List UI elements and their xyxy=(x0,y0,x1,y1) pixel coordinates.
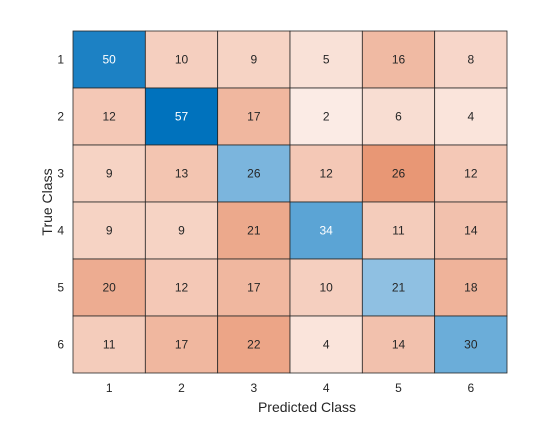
y-tick-label-2: 2 xyxy=(57,110,64,124)
matrix-cell-r5-c5 xyxy=(361,258,436,317)
x-tick-label-3: 3 xyxy=(250,381,257,395)
matrix-cell-r4-c1 xyxy=(72,201,146,260)
cell-value-r1-c2: 10 xyxy=(175,53,189,67)
matrix-cell-r3-c2 xyxy=(144,144,219,203)
matrix-cell-r6-c5 xyxy=(361,315,436,374)
matrix-cell-r5-c1 xyxy=(72,258,146,317)
cell-value-r2-c3: 17 xyxy=(247,110,261,124)
x-tick-label-4: 4 xyxy=(323,381,330,395)
matrix-cell-r4-c5 xyxy=(361,201,436,260)
cell-value-r6-c4: 4 xyxy=(323,338,330,352)
cell-value-r3-c5: 26 xyxy=(392,167,406,181)
cell-value-r6-c6: 30 xyxy=(464,338,478,352)
matrix-cell-r6-c6 xyxy=(434,315,508,374)
matrix-cell-r2-c2 xyxy=(144,87,219,146)
matrix-cell-r4-c4 xyxy=(289,201,363,260)
cell-value-r5-c2: 12 xyxy=(175,281,189,295)
cell-value-r1-c5: 16 xyxy=(392,53,406,67)
x-tick-label-5: 5 xyxy=(395,381,402,395)
matrix-cell-r3-c5 xyxy=(361,144,436,203)
matrix-cell-r5-c3 xyxy=(217,258,291,317)
cell-value-r5-c1: 20 xyxy=(102,281,116,295)
cell-value-r4-c3: 21 xyxy=(247,224,261,238)
matrix-cell-r5-c4 xyxy=(289,258,363,317)
y-tick-label-1: 1 xyxy=(57,53,64,67)
matrix-cell-r6-c1 xyxy=(72,315,146,374)
cell-value-r6-c1: 11 xyxy=(103,338,116,352)
matrix-cell-r5-c6 xyxy=(434,258,508,317)
cell-value-r2-c6: 4 xyxy=(467,110,474,124)
cell-value-r6-c2: 17 xyxy=(175,338,189,352)
cell-value-r3-c4: 12 xyxy=(319,167,333,181)
x-tick-label-1: 1 xyxy=(106,381,113,395)
cell-value-r5-c5: 21 xyxy=(392,281,406,295)
cell-value-r4-c1: 9 xyxy=(106,224,113,238)
cell-value-r1-c3: 9 xyxy=(250,53,257,67)
matrix-cell-r3-c4 xyxy=(289,144,363,203)
y-tick-label-4: 4 xyxy=(57,224,64,238)
cell-value-r2-c2: 57 xyxy=(175,110,189,124)
x-tick-label-2: 2 xyxy=(178,381,185,395)
x-tick-label-6: 6 xyxy=(467,381,474,395)
cell-value-r2-c1: 12 xyxy=(102,110,116,124)
cell-value-r3-c3: 26 xyxy=(247,167,261,181)
cell-value-r1-c4: 5 xyxy=(323,53,330,67)
y-tick-label-6: 6 xyxy=(57,338,64,352)
matrix-cell-r4-c3 xyxy=(217,201,291,260)
matrix-cell-r4-c6 xyxy=(434,201,508,260)
matrix-cell-r1-c4 xyxy=(289,30,363,89)
cell-value-r4-c5: 11 xyxy=(392,224,405,238)
matrix-cell-r3-c1 xyxy=(72,144,146,203)
matrix-cell-r2-c6 xyxy=(434,87,508,146)
cell-value-r1-c6: 8 xyxy=(467,53,474,67)
cell-value-r2-c4: 2 xyxy=(323,110,330,124)
matrix-values: 50 10 9 5 16 812 57 17 2 6 49 13 26 12 26 129 9 21 34 11 142… xyxy=(102,53,477,352)
matrix-cell-r1-c5 xyxy=(361,30,436,89)
matrix-cell-r1-c6 xyxy=(434,30,508,89)
matrix-cell-r1-c2 xyxy=(144,30,219,89)
matrix-cells xyxy=(72,30,508,374)
cell-value-r3-c2: 13 xyxy=(175,167,189,181)
cell-value-r2-c5: 6 xyxy=(395,110,402,124)
cell-value-r5-c3: 17 xyxy=(247,281,261,295)
matrix-cell-r3-c6 xyxy=(434,144,508,203)
cell-value-r1-c1: 50 xyxy=(102,53,116,67)
x-axis-label: Predicted Class xyxy=(258,399,356,415)
cell-value-r5-c6: 18 xyxy=(464,281,478,295)
matrix-cell-r2-c4 xyxy=(289,87,363,146)
matrix-cell-r4-c2 xyxy=(144,201,219,260)
matrix-cell-r1-c3 xyxy=(217,30,291,89)
cell-value-r6-c3: 22 xyxy=(247,338,261,352)
matrix-cell-r6-c4 xyxy=(289,315,363,374)
cell-value-r4-c6: 14 xyxy=(464,224,478,238)
cell-value-r4-c2: 9 xyxy=(178,224,185,238)
cell-value-r6-c5: 14 xyxy=(392,338,406,352)
matrix-cell-r1-c1 xyxy=(72,30,146,89)
cell-value-r3-c1: 9 xyxy=(106,167,113,181)
cell-value-r3-c6: 12 xyxy=(464,167,478,181)
cell-value-r4-c4: 34 xyxy=(319,224,333,238)
y-tick-label-3: 3 xyxy=(57,167,64,181)
cell-value-r5-c4: 10 xyxy=(319,281,333,295)
y-tick-label-5: 5 xyxy=(57,281,64,295)
y-axis-label: True Class xyxy=(39,168,55,235)
